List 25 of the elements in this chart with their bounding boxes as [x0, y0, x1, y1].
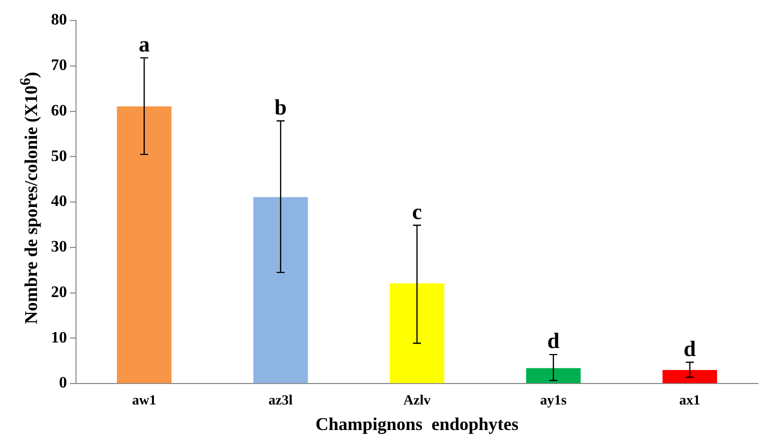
y-tick-label: 50: [51, 148, 67, 165]
annotation: b: [274, 94, 287, 120]
annotation: a: [138, 31, 150, 56]
bar: [662, 370, 718, 384]
x-tick-label: ay1s: [540, 394, 568, 409]
bar: [116, 106, 172, 384]
y-tick-label: 40: [51, 193, 67, 210]
bar: [390, 283, 444, 384]
x-tick-label: aw1: [132, 394, 156, 409]
x-tick-label: Azlv: [403, 394, 431, 409]
y-tick-label: 20: [51, 284, 67, 301]
y-tick-label: 0: [59, 374, 67, 392]
y-tick-label: 10: [51, 329, 67, 346]
bar: [253, 197, 308, 384]
annotation: d: [684, 336, 696, 361]
x-axis-title: Champignons endophytes: [315, 414, 519, 434]
y-tick-label: 30: [51, 238, 67, 256]
annotation: d: [547, 328, 560, 354]
x-tick-label: ax1: [679, 394, 700, 409]
x-tick-label: az3l: [268, 394, 293, 409]
y-tick-label: 80: [51, 12, 67, 29]
y-tick-label: 70: [51, 57, 67, 74]
y-tick-label: 60: [51, 102, 67, 120]
bar: [526, 368, 581, 384]
annotation: c: [412, 198, 422, 224]
